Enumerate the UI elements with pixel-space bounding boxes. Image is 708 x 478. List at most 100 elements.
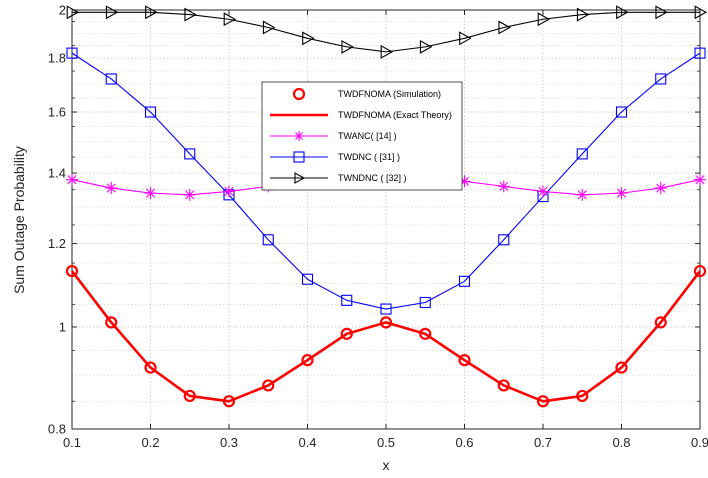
data-point <box>576 188 589 201</box>
data-point <box>145 5 158 20</box>
data-point <box>654 316 667 329</box>
data-point <box>419 296 431 309</box>
x-tick-label: 0.7 <box>534 435 552 450</box>
legend: TWDFNOMA (Simulation) TWDFNOMA (Exact The… <box>261 81 463 191</box>
star-stroke <box>616 188 627 198</box>
data-point <box>183 389 196 403</box>
data-point <box>262 234 274 246</box>
data-point <box>301 273 314 285</box>
legend-marker <box>292 87 306 101</box>
data-point <box>537 12 551 27</box>
legend-label: TWDFNOMA (Exact Theory) <box>338 110 452 120</box>
legend-entry-1: TWDFNOMA (Exact Theory) <box>270 110 452 120</box>
data-point <box>419 327 432 340</box>
data-point <box>340 327 353 340</box>
data-point <box>222 395 236 408</box>
legend-entry-4: TWNDNC ( [32] ) <box>270 172 407 184</box>
data-point <box>379 316 393 329</box>
data-point <box>616 5 629 20</box>
data-point <box>536 395 550 408</box>
data-point <box>655 73 667 85</box>
star-stroke <box>295 132 303 140</box>
data-point <box>497 180 510 193</box>
star-stroke <box>224 186 234 197</box>
data-point <box>380 303 392 315</box>
star-stroke <box>577 190 587 200</box>
data-point <box>301 354 314 367</box>
star-stroke <box>145 188 156 198</box>
data-point <box>419 39 433 54</box>
y-tick-label: 1 <box>59 319 66 334</box>
data-point <box>66 5 80 20</box>
data-point <box>184 7 197 22</box>
data-point <box>576 148 588 160</box>
legend-label: TWDFNOMA (Simulation) <box>338 89 441 99</box>
star-stroke <box>185 190 195 200</box>
data-point <box>654 182 667 195</box>
data-point <box>458 275 471 287</box>
x-tick-label: 0.5 <box>377 435 395 450</box>
data-point <box>498 234 510 246</box>
y-tick-label: 1.8 <box>48 51 66 66</box>
star-stroke <box>499 181 509 191</box>
data-point <box>380 44 394 59</box>
data-point <box>302 31 315 46</box>
legend-label: TWDNC ( [31] ) <box>338 152 400 162</box>
data-point <box>144 106 157 118</box>
data-point <box>183 188 196 201</box>
data-point <box>459 31 472 46</box>
data-point <box>66 47 78 59</box>
data-point <box>693 264 707 278</box>
legend-marker <box>293 151 305 163</box>
data-point <box>105 73 117 85</box>
legend-marker <box>294 131 304 141</box>
x-tick-label: 0.8 <box>612 435 630 450</box>
legend-entry-3: TWDNC ( [31] ) <box>270 151 400 163</box>
data-point <box>184 148 196 160</box>
series-line <box>71 52 701 310</box>
data-point <box>615 361 628 374</box>
legend-label: TWANC( [14] ) <box>338 131 397 141</box>
legend-entry-2: TWANC( [14] ) <box>270 131 397 141</box>
star-stroke <box>695 175 705 185</box>
data-point <box>576 389 589 403</box>
data-point <box>615 187 628 200</box>
data-point <box>694 47 706 59</box>
data-point <box>498 20 511 35</box>
data-point <box>144 187 157 200</box>
x-tick-label: 0.2 <box>141 435 159 450</box>
data-point <box>105 316 118 329</box>
data-point <box>694 5 708 20</box>
x-tick-label: 0.9 <box>691 435 708 450</box>
data-point <box>497 379 510 392</box>
data-point <box>576 7 590 22</box>
series-line <box>72 11 700 53</box>
legend-label: TWNDNC ( [32] ) <box>338 173 407 183</box>
x-tick-label: 0.3 <box>220 435 238 450</box>
axis-ticks: 0.1 0.2 0.3 0.4 0.5 0.6 0.7 0.8 0.9 0.8 1 1.2 1.4 1.6… <box>48 3 708 451</box>
data-point <box>105 182 118 195</box>
data-point <box>262 20 276 35</box>
data-point <box>341 39 354 54</box>
y-tick-label: 1.4 <box>48 166 66 181</box>
data-point <box>66 173 78 186</box>
y-tick-label: 0.8 <box>48 422 66 437</box>
star-stroke <box>67 175 77 185</box>
x-tick-label: 0.6 <box>455 435 473 450</box>
series-1 <box>70 270 702 403</box>
series-line <box>70 270 702 403</box>
y-tick-label: 1.2 <box>48 236 66 251</box>
data-point <box>458 354 471 367</box>
star-stroke <box>538 186 548 197</box>
data-point <box>615 106 628 118</box>
data-point <box>223 12 237 27</box>
data-point <box>655 5 668 20</box>
star-stroke <box>656 183 666 193</box>
series-3 <box>66 47 706 315</box>
y-tick-label: 1.6 <box>48 105 66 120</box>
series-0 <box>65 264 707 408</box>
data-point <box>105 5 119 20</box>
data-point <box>694 173 706 186</box>
series-4 <box>66 5 708 59</box>
